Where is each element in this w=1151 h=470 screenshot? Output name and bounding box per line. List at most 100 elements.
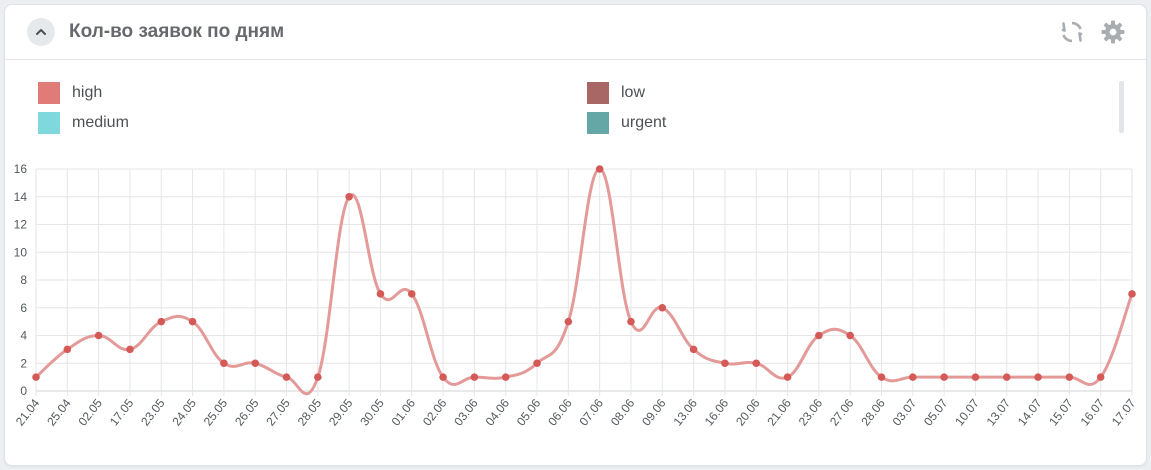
legend-swatch bbox=[587, 82, 609, 104]
x-tick-label: 27.05 bbox=[263, 396, 293, 429]
x-tick-label: 13.06 bbox=[670, 396, 700, 429]
legend-swatch bbox=[38, 82, 60, 104]
data-point[interactable] bbox=[1096, 373, 1105, 381]
x-tick-label: 01.06 bbox=[389, 396, 419, 429]
data-point[interactable] bbox=[815, 331, 823, 340]
x-tick-label: 25.05 bbox=[201, 396, 231, 429]
collapse-button[interactable] bbox=[27, 18, 55, 46]
x-tick-label: 17.07 bbox=[1109, 396, 1139, 429]
data-point[interactable] bbox=[877, 373, 886, 381]
card-title: Кол-во заявок по дням bbox=[69, 21, 285, 42]
y-tick-label: 12 bbox=[14, 218, 28, 232]
data-point[interactable] bbox=[407, 290, 416, 298]
x-tick-label: 16.07 bbox=[1078, 396, 1108, 429]
data-point[interactable] bbox=[220, 359, 228, 368]
legend-label: urgent bbox=[621, 114, 667, 131]
data-point[interactable] bbox=[376, 290, 385, 298]
data-point[interactable] bbox=[157, 317, 166, 326]
x-tick-label: 21.06 bbox=[764, 396, 794, 429]
data-point[interactable] bbox=[1065, 373, 1074, 381]
settings-button[interactable] bbox=[1100, 19, 1126, 45]
chevron-up-icon bbox=[36, 29, 46, 35]
legend-swatch bbox=[38, 112, 60, 134]
data-point[interactable] bbox=[971, 373, 980, 381]
data-point[interactable] bbox=[940, 373, 948, 381]
x-tick-label: 06.06 bbox=[545, 396, 575, 429]
x-tick-label: 24.05 bbox=[169, 396, 199, 429]
y-tick-label: 8 bbox=[20, 273, 27, 287]
x-tick-label: 03.06 bbox=[451, 396, 481, 429]
y-tick-label: 2 bbox=[20, 356, 27, 370]
x-tick-label: 23.06 bbox=[796, 396, 826, 429]
line-chart: 0 2 4 6 8 10 12 14 16 21.04 25.04 02.05 17.05 23.05 24… bbox=[13, 162, 1139, 429]
x-tick-label: 30.05 bbox=[357, 396, 387, 429]
data-point[interactable] bbox=[126, 345, 134, 354]
data-point[interactable] bbox=[658, 303, 667, 312]
data-point[interactable] bbox=[627, 317, 635, 326]
y-tick-label: 16 bbox=[14, 162, 28, 176]
x-tick-label: 28.06 bbox=[858, 396, 888, 429]
data-point[interactable] bbox=[439, 373, 447, 381]
data-point[interactable] bbox=[533, 359, 541, 368]
data-point[interactable] bbox=[1128, 290, 1136, 298]
x-tick-label: 14.07 bbox=[1015, 396, 1045, 429]
refresh-button[interactable] bbox=[1059, 19, 1085, 45]
data-point[interactable] bbox=[595, 165, 604, 173]
x-tick-label: 13.07 bbox=[984, 396, 1014, 429]
x-tick-label: 26.05 bbox=[232, 396, 262, 429]
data-point[interactable] bbox=[282, 373, 291, 381]
data-point[interactable] bbox=[188, 317, 197, 326]
data-point[interactable] bbox=[314, 373, 322, 381]
data-point[interactable] bbox=[345, 192, 353, 201]
series-line-high bbox=[34, 167, 1134, 396]
x-tick-label: 15.07 bbox=[1046, 396, 1076, 429]
data-point[interactable] bbox=[501, 373, 510, 381]
x-tick-label: 29.05 bbox=[326, 396, 356, 429]
x-tick-label: 07.06 bbox=[576, 396, 606, 429]
chart-legend: high low medium urgent bbox=[5, 59, 1146, 159]
y-tick-label: 10 bbox=[14, 245, 28, 259]
data-point[interactable] bbox=[752, 359, 761, 368]
data-point[interactable] bbox=[32, 373, 40, 381]
legend-item-medium[interactable]: medium bbox=[38, 112, 129, 134]
x-tick-label: 05.07 bbox=[921, 396, 951, 429]
data-point[interactable] bbox=[689, 345, 698, 354]
y-tick-label: 6 bbox=[20, 301, 27, 315]
data-point[interactable] bbox=[251, 359, 259, 368]
gear-icon bbox=[1101, 20, 1125, 44]
x-tick-label: 02.05 bbox=[75, 396, 105, 429]
x-tick-label: 20.06 bbox=[733, 396, 763, 429]
legend-item-urgent[interactable]: urgent bbox=[587, 112, 666, 134]
y-tick-label: 0 bbox=[20, 384, 27, 398]
x-tick-label: 10.07 bbox=[952, 396, 982, 429]
legend-item-high[interactable]: high bbox=[38, 82, 102, 104]
x-tick-label: 17.05 bbox=[107, 396, 137, 429]
x-tick-label: 04.06 bbox=[483, 396, 513, 429]
data-point[interactable] bbox=[846, 331, 854, 340]
data-point[interactable] bbox=[721, 359, 729, 368]
legend-swatch bbox=[587, 112, 609, 134]
data-point[interactable] bbox=[94, 331, 103, 340]
data-point[interactable] bbox=[564, 317, 573, 326]
data-point[interactable] bbox=[63, 345, 72, 354]
data-point[interactable] bbox=[909, 373, 917, 381]
x-tick-label: 23.05 bbox=[138, 396, 168, 429]
y-tick-label: 14 bbox=[14, 190, 28, 204]
chart-card: Кол-во заявок по дням bbox=[4, 4, 1147, 466]
data-point[interactable] bbox=[1002, 373, 1011, 381]
x-tick-label: 25.04 bbox=[44, 396, 74, 429]
x-tick-label: 09.06 bbox=[639, 396, 669, 429]
data-point[interactable] bbox=[470, 373, 479, 381]
legend-label: high bbox=[72, 84, 103, 101]
x-tick-label: 27.06 bbox=[827, 396, 857, 429]
y-tick-label: 4 bbox=[20, 329, 27, 343]
x-tick-label: 02.06 bbox=[420, 396, 450, 429]
legend-item-low[interactable]: low bbox=[587, 82, 645, 104]
x-tick-label: 05.06 bbox=[514, 396, 544, 429]
x-tick-label: 16.06 bbox=[702, 396, 732, 429]
x-tick-label: 03.07 bbox=[890, 396, 920, 429]
x-tick-label: 28.05 bbox=[295, 396, 325, 429]
data-point[interactable] bbox=[783, 373, 792, 381]
legend-scrollbar[interactable] bbox=[1119, 81, 1124, 133]
data-point[interactable] bbox=[1034, 373, 1042, 381]
